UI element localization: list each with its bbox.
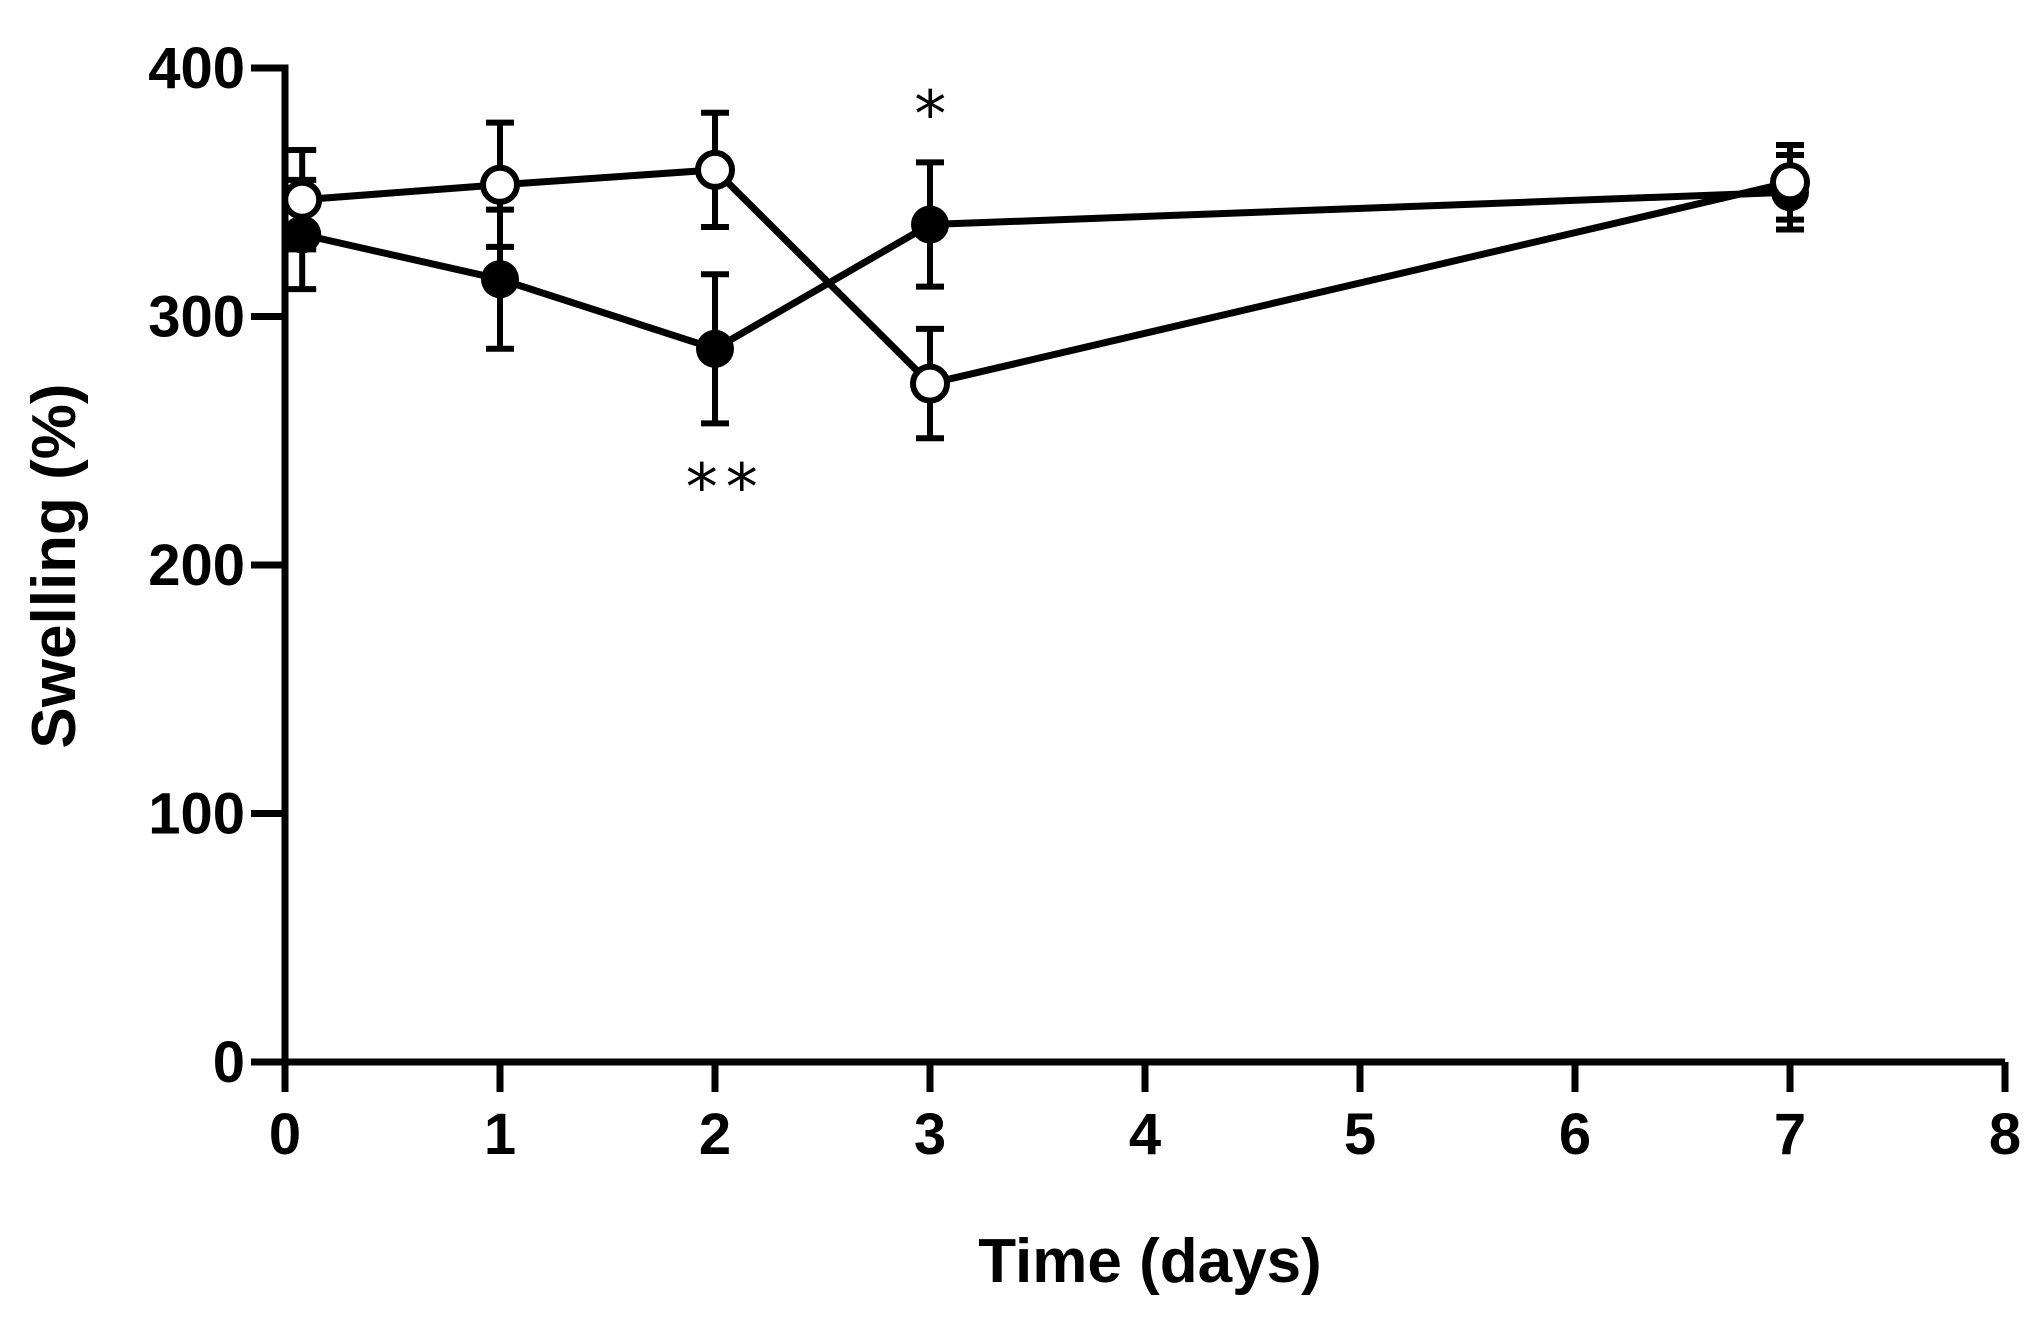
x-tick-label: 7 bbox=[1774, 1102, 1806, 1167]
annotation-layer: *** bbox=[686, 79, 954, 526]
data-point-filled bbox=[283, 215, 322, 254]
significance-annotation: * bbox=[914, 79, 954, 153]
data-point-open bbox=[1770, 162, 1810, 203]
y-tick-label: 400 bbox=[148, 36, 245, 101]
x-axis-title: Time (days) bbox=[978, 1227, 1321, 1296]
x-tick-label: 5 bbox=[1344, 1102, 1376, 1167]
x-tick-label: 6 bbox=[1559, 1102, 1591, 1167]
data-point-open bbox=[282, 179, 323, 220]
data-point-filled bbox=[911, 205, 949, 244]
data-point-open bbox=[695, 149, 735, 190]
series-layer bbox=[282, 109, 1810, 442]
data-point-open bbox=[910, 363, 950, 404]
y-tick-label: 0 bbox=[213, 1030, 245, 1095]
significance-annotation: ** bbox=[686, 451, 766, 525]
x-tick-label: 2 bbox=[699, 1102, 731, 1167]
y-axis-title: Swelling (%) bbox=[20, 383, 89, 748]
x-tick-label: 4 bbox=[1129, 1102, 1161, 1167]
y-tick-label: 300 bbox=[148, 285, 245, 350]
data-point-filled bbox=[696, 329, 734, 368]
series-line-filled bbox=[301, 188, 1791, 353]
x-tick-label: 3 bbox=[914, 1102, 946, 1167]
data-point-open bbox=[480, 164, 520, 205]
x-tick-label: 1 bbox=[484, 1102, 516, 1167]
data-point-filled bbox=[481, 260, 519, 299]
axes: 0 100 200 300 400 0 1 2 3 4 5 6 7 8 bbox=[148, 36, 2021, 1167]
y-tick-label: 100 bbox=[148, 782, 245, 847]
y-tick-label: 200 bbox=[148, 533, 245, 598]
x-tick-label: 0 bbox=[269, 1102, 301, 1167]
x-tick-label: 8 bbox=[1989, 1102, 2021, 1167]
